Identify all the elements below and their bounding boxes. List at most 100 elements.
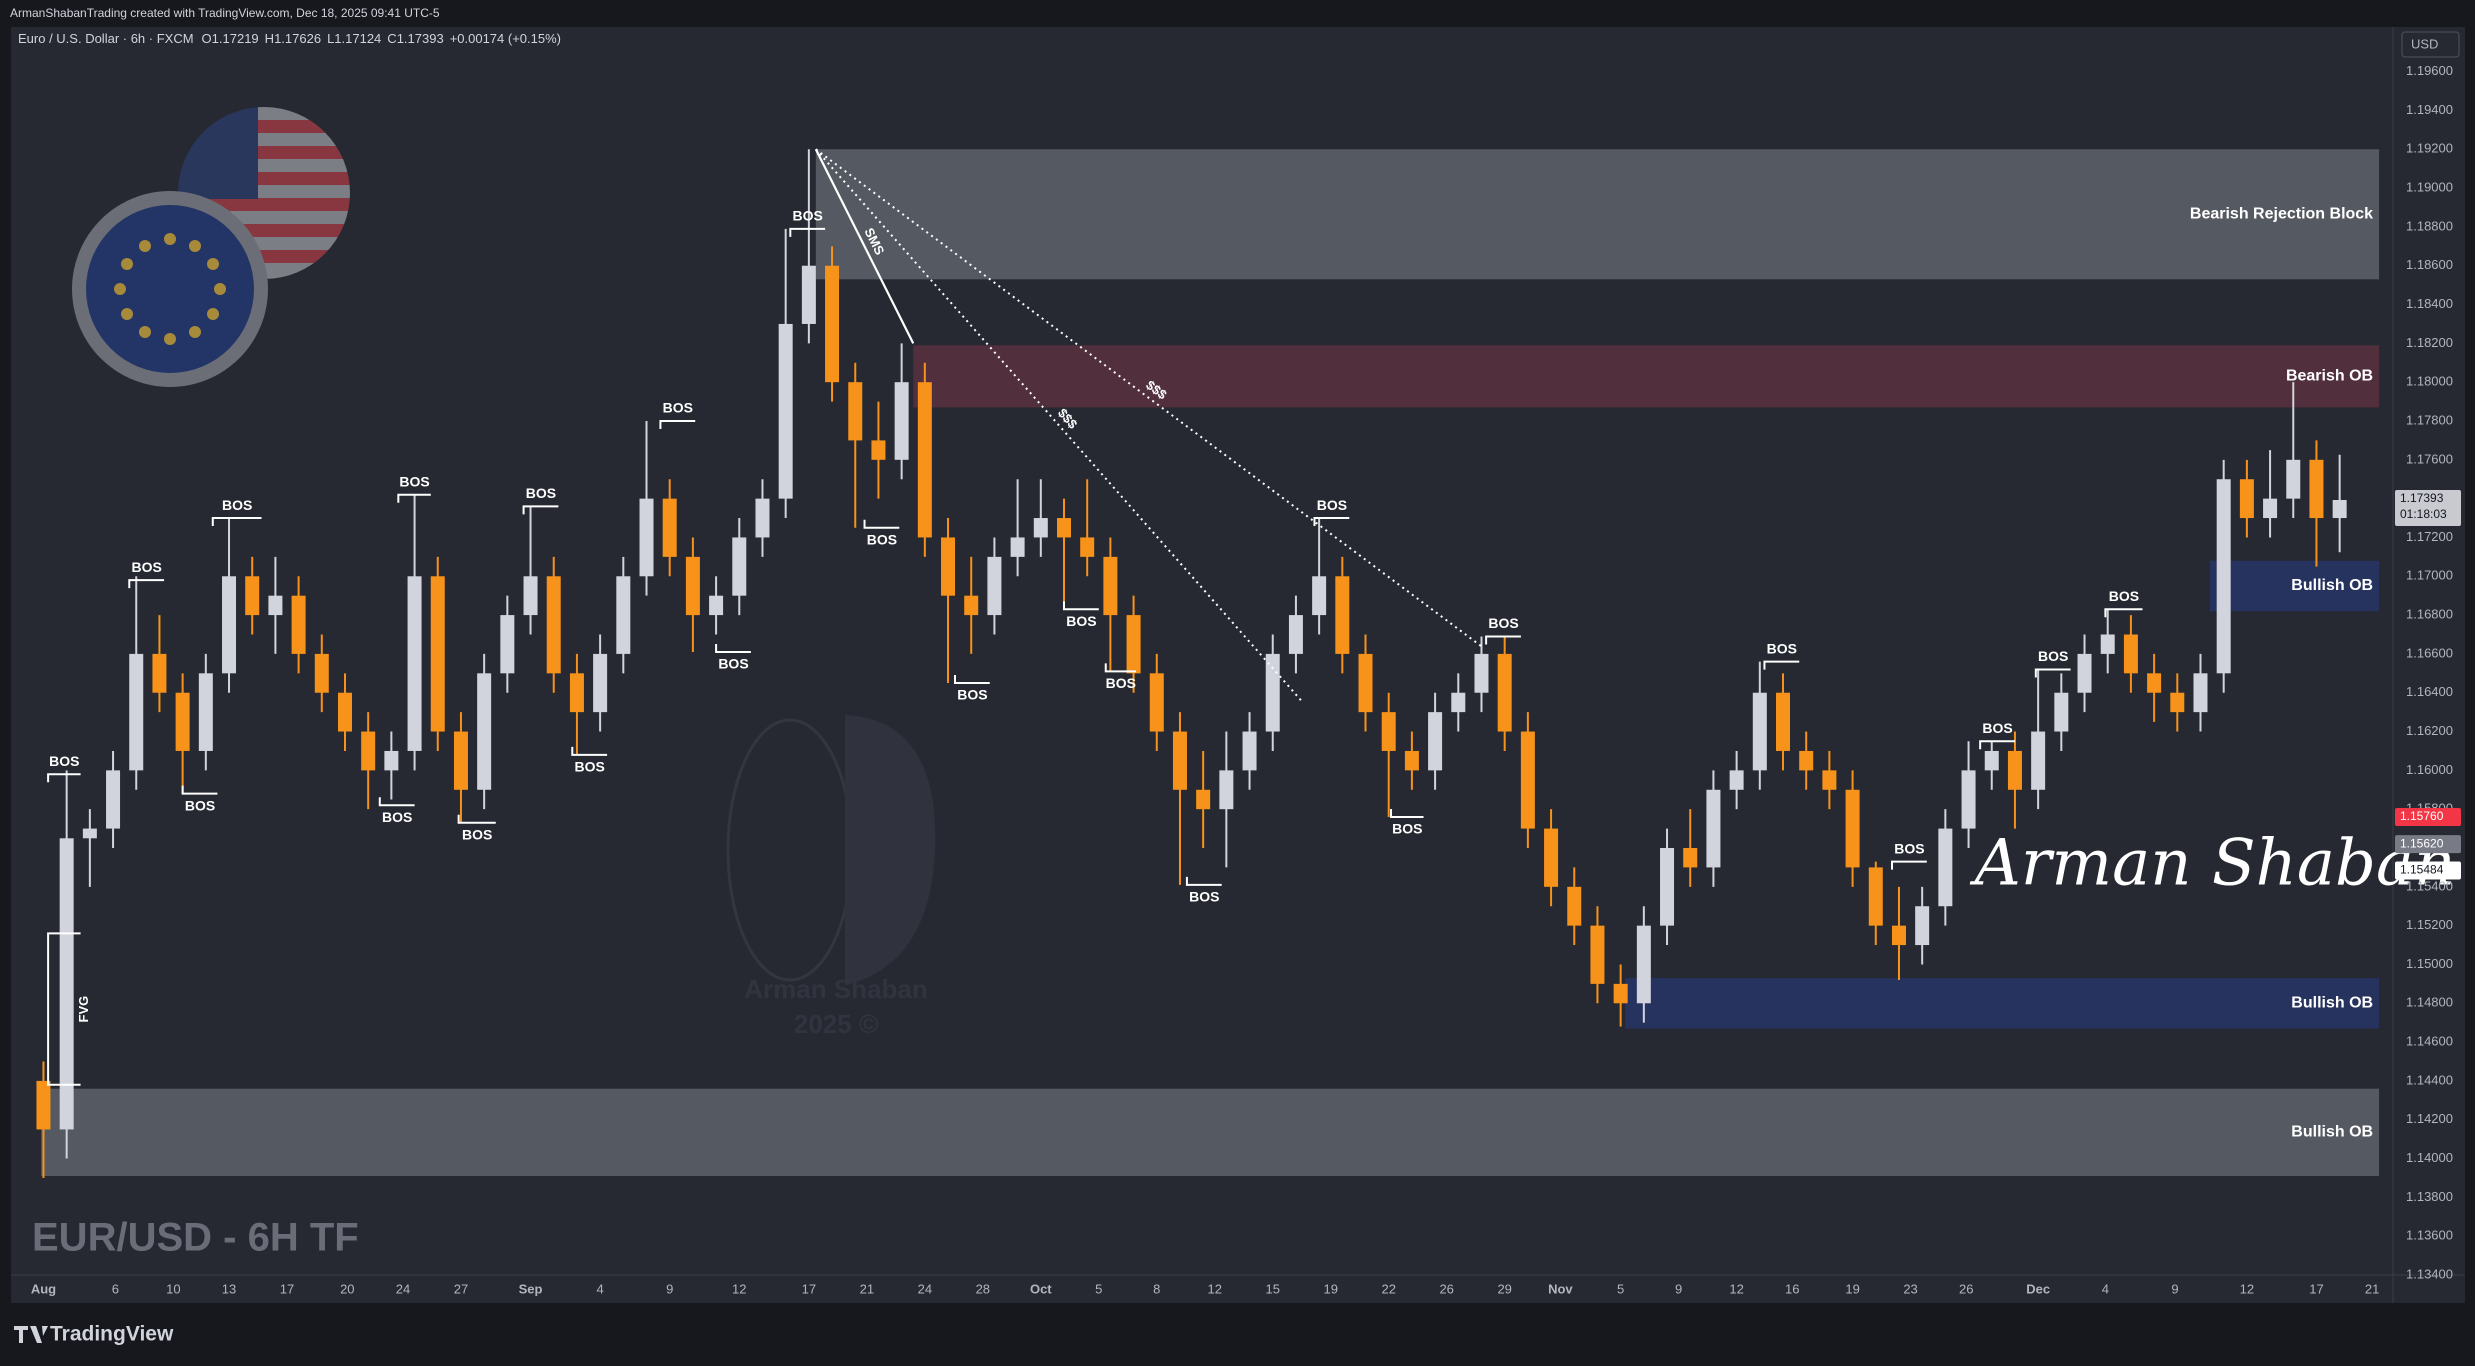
candle-body bbox=[1891, 925, 1906, 946]
candle-body bbox=[1126, 615, 1141, 674]
zone bbox=[2209, 560, 2380, 612]
y-tick-label: 1.19000 bbox=[2406, 180, 2453, 195]
x-tick-label: 13 bbox=[222, 1281, 236, 1296]
ohlc-value: 1.17124 bbox=[334, 31, 381, 46]
candle-body bbox=[662, 498, 677, 557]
candle-body bbox=[152, 653, 167, 693]
eu-flag bbox=[72, 191, 268, 387]
ohlc-key: C bbox=[387, 31, 396, 46]
bos-level bbox=[47, 773, 81, 783]
y-tick-label: 1.17600 bbox=[2406, 451, 2453, 466]
watermark: EUR/USD - 6H TF bbox=[32, 1216, 359, 1260]
x-tick-label: 5 bbox=[1617, 1281, 1624, 1296]
candle-body bbox=[1149, 673, 1164, 732]
candle-body bbox=[2123, 634, 2138, 674]
y-tick-label: 1.15000 bbox=[2406, 956, 2453, 971]
candle-body bbox=[2239, 479, 2254, 519]
candle-body bbox=[175, 692, 190, 751]
y-tick-label: 1.16800 bbox=[2406, 607, 2453, 622]
bos-level bbox=[522, 505, 559, 515]
candle-body bbox=[801, 265, 816, 324]
y-tick-label: 1.16200 bbox=[2406, 723, 2453, 738]
candle-body bbox=[616, 576, 631, 654]
candle-body bbox=[314, 653, 329, 693]
candle-body bbox=[1868, 867, 1883, 926]
x-tick-label: 4 bbox=[2102, 1281, 2109, 1296]
candle-body bbox=[2031, 731, 2046, 790]
x-tick-label: 19 bbox=[1323, 1281, 1337, 1296]
bos-label: BOS bbox=[49, 753, 79, 769]
ohlc-key: O bbox=[202, 31, 212, 46]
bos-label: BOS bbox=[957, 687, 987, 703]
bos-label: BOS bbox=[1066, 613, 1096, 629]
bos-label: BOS bbox=[399, 473, 429, 489]
ohlc-value: 1.17219 bbox=[212, 31, 259, 46]
bos-label: BOS bbox=[1767, 640, 1797, 656]
candle-body bbox=[2263, 498, 2278, 519]
x-tick-label: 28 bbox=[976, 1281, 990, 1296]
candle-body bbox=[1729, 770, 1744, 790]
logo-watermark: Arman Shaban 2025 © bbox=[726, 715, 936, 1039]
ohlc-value: 1.17626 bbox=[274, 31, 321, 46]
candle-body bbox=[1706, 789, 1721, 868]
price-axis bbox=[2393, 27, 2465, 1275]
y-tick-label: 1.14400 bbox=[2406, 1072, 2453, 1087]
candle-body bbox=[337, 692, 352, 732]
ohlc-value: 1.17393 bbox=[397, 31, 444, 46]
candle-body bbox=[1265, 653, 1280, 732]
zone bbox=[41, 1088, 2380, 1177]
candle-body bbox=[523, 576, 538, 616]
candle-body bbox=[2100, 634, 2115, 654]
candle-body bbox=[1660, 848, 1675, 926]
candle-body bbox=[778, 323, 793, 499]
x-tick-label: 26 bbox=[1959, 1281, 1973, 1296]
x-tick-label: 21 bbox=[860, 1281, 874, 1296]
candle-body bbox=[106, 770, 121, 829]
candle-body bbox=[2054, 692, 2069, 732]
candle-body bbox=[500, 615, 515, 674]
price-marker-label: 1.15484 bbox=[2400, 863, 2444, 877]
bos-label: BOS bbox=[663, 400, 693, 416]
zone bbox=[913, 345, 2380, 408]
x-tick-label: 22 bbox=[1381, 1281, 1395, 1296]
y-tick-label: 1.16600 bbox=[2406, 645, 2453, 660]
candle-body bbox=[1404, 750, 1419, 771]
bos-label: BOS bbox=[1106, 675, 1136, 691]
x-tick-label: 4 bbox=[597, 1281, 604, 1296]
x-tick-label: 20 bbox=[340, 1281, 354, 1296]
candle-body bbox=[593, 653, 608, 713]
change: +0.00174 (+0.15%) bbox=[450, 31, 561, 46]
candle-body bbox=[1381, 712, 1396, 751]
candle-body bbox=[1451, 692, 1466, 713]
candle-body bbox=[2170, 692, 2185, 713]
bos-level bbox=[953, 675, 990, 685]
bos-level bbox=[211, 517, 262, 527]
bos-label: BOS bbox=[1317, 497, 1347, 513]
zone-label: Bearish Rejection Block bbox=[2190, 206, 2373, 223]
candle-body bbox=[1799, 750, 1814, 771]
zone bbox=[1625, 978, 2380, 1029]
candle-body bbox=[732, 537, 747, 596]
ohlc-key: H bbox=[265, 31, 274, 46]
x-tick-label: 24 bbox=[396, 1281, 410, 1296]
candle-body bbox=[894, 382, 909, 460]
y-tick-label: 1.14000 bbox=[2406, 1150, 2453, 1165]
fvg-bracket bbox=[47, 932, 81, 1086]
candle-body bbox=[1010, 537, 1025, 557]
candle-body bbox=[917, 382, 932, 538]
bos-label: BOS bbox=[1189, 889, 1219, 905]
candle-body bbox=[2332, 499, 2347, 519]
symbol-title: Euro / U.S. Dollar · 6h · FXCM bbox=[18, 31, 194, 46]
candle-body bbox=[546, 576, 561, 674]
credit: ArmanShabanTrading created with TradingV… bbox=[10, 6, 440, 20]
candle-body bbox=[1335, 576, 1350, 654]
candle-body bbox=[569, 673, 584, 713]
brand: TradingView bbox=[14, 1323, 174, 1346]
x-tick-label: 17 bbox=[280, 1281, 294, 1296]
x-tick-label: 16 bbox=[1785, 1281, 1799, 1296]
candle-body bbox=[2077, 653, 2092, 693]
y-tick-label: 1.14600 bbox=[2406, 1034, 2453, 1049]
x-tick-label: 23 bbox=[1903, 1281, 1917, 1296]
bos-label: BOS bbox=[185, 797, 215, 813]
